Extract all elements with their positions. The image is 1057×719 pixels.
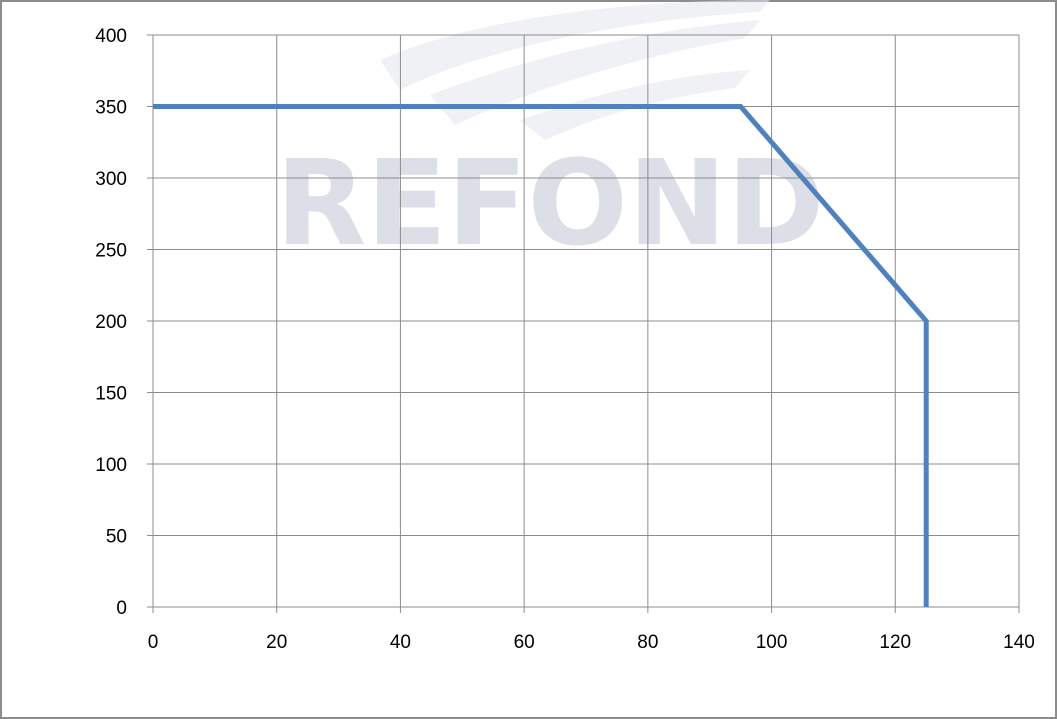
x-tick-label: 0: [148, 632, 159, 653]
y-tick-label: 400: [95, 26, 127, 47]
chart-axes: [147, 34, 1020, 613]
y-tick-label: 100: [95, 455, 127, 476]
y-tick-label: 0: [116, 598, 127, 619]
x-tick-label: 140: [1003, 632, 1035, 653]
series-layer: [153, 104, 929, 607]
y-tick-label: 200: [95, 312, 127, 333]
y-tick-label: 250: [95, 241, 127, 262]
watermark-text: REFOND: [275, 134, 824, 272]
x-tick-label: 100: [756, 632, 788, 653]
x-tick-label: 120: [879, 632, 911, 653]
x-tick-label: 60: [514, 632, 535, 653]
x-tick-label: 40: [390, 632, 411, 653]
x-tick-label: 80: [637, 632, 658, 653]
watermark-wing-icon: [380, 0, 770, 140]
tick-labels: 0 50 100 150 200 250 300 350 400 0 20 40 60 80 100 120 1…: [95, 26, 1035, 653]
y-tick-label: 350: [95, 98, 127, 119]
y-tick-label: 300: [95, 169, 127, 190]
y-tick-label: 50: [106, 527, 127, 548]
y-tick-label: 150: [95, 384, 127, 405]
watermark-logo: REFOND: [275, 0, 825, 272]
x-tick-label: 20: [266, 632, 287, 653]
series-line: [153, 104, 929, 607]
